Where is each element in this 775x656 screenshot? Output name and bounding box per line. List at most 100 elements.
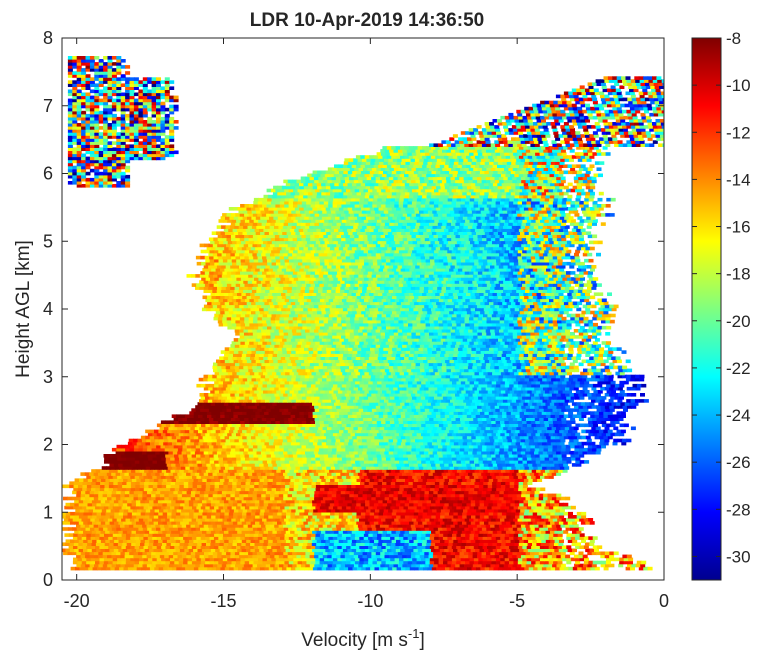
- heatmap-cell: [524, 442, 529, 446]
- heatmap-cell: [558, 460, 563, 464]
- heatmap-cell: [224, 539, 229, 543]
- heatmap-cell: [132, 539, 137, 543]
- heatmap-cell: [423, 509, 428, 513]
- heatmap-cell: [561, 448, 566, 452]
- heatmap-cell: [445, 436, 450, 440]
- heatmap-cell: [108, 527, 113, 531]
- heatmap-cell: [75, 567, 80, 571]
- heatmap-cell: [421, 454, 426, 458]
- heatmap-cell: [308, 515, 313, 519]
- heatmap-cell: [521, 555, 526, 559]
- heatmap-cell: [432, 466, 437, 470]
- heatmap-cell: [319, 491, 324, 495]
- heatmap-cell: [207, 567, 212, 571]
- heatmap-cell: [281, 485, 286, 489]
- heatmap-cell: [393, 509, 398, 513]
- heatmap-cell: [80, 472, 85, 476]
- heatmap-cell: [429, 497, 434, 501]
- heatmap-cell: [333, 561, 338, 565]
- heatmap-cell: [473, 497, 478, 501]
- heatmap-cell: [69, 481, 74, 485]
- heatmap-cell: [257, 497, 262, 501]
- heatmap-cell: [379, 436, 384, 440]
- heatmap-cell: [390, 561, 395, 565]
- heatmap-cell: [135, 460, 140, 464]
- heatmap-cell: [312, 549, 317, 553]
- heatmap-cell: [373, 485, 378, 489]
- heatmap-cell: [397, 466, 402, 470]
- heatmap-cell: [329, 460, 334, 464]
- heatmap-cell: [231, 454, 236, 458]
- heatmap-cell: [467, 442, 472, 446]
- heatmap-cell: [630, 567, 635, 571]
- heatmap-cell: [331, 466, 336, 470]
- heatmap-cell: [364, 460, 369, 464]
- heatmap-cell: [396, 515, 401, 519]
- heatmap-cell: [524, 436, 529, 440]
- heatmap-cell: [441, 567, 446, 571]
- heatmap-cell: [535, 448, 540, 452]
- heatmap-cell: [440, 539, 445, 543]
- heatmap-cell: [430, 460, 435, 464]
- heatmap-cell: [93, 509, 98, 513]
- heatmap-cell: [639, 567, 644, 571]
- heatmap-cell: [618, 439, 623, 443]
- heatmap-cell: [322, 567, 327, 571]
- heatmap-cell: [220, 478, 225, 482]
- heatmap-cell: [172, 442, 177, 446]
- heatmap-cell: [147, 527, 152, 531]
- heatmap-cell: [342, 485, 347, 489]
- heatmap-cell: [550, 503, 555, 507]
- heatmap-cell: [225, 442, 230, 446]
- heatmap-cell: [538, 466, 543, 470]
- heatmap-cell: [138, 555, 143, 559]
- heatmap-cell: [552, 527, 557, 531]
- heatmap-cell: [91, 485, 96, 489]
- heatmap-cell: [341, 491, 346, 495]
- heatmap-cell: [514, 485, 519, 489]
- heatmap-cell: [567, 533, 572, 537]
- heatmap-cell: [283, 497, 288, 501]
- heatmap-cell: [275, 527, 280, 531]
- heatmap-cell: [459, 509, 464, 513]
- heatmap-cell: [147, 448, 152, 452]
- heatmap-cell: [254, 533, 259, 537]
- heatmap-cell: [235, 555, 240, 559]
- heatmap-cell: [383, 442, 388, 446]
- heatmap-cell: [112, 527, 117, 531]
- heatmap-cell: [189, 549, 194, 553]
- heatmap-cell: [123, 521, 128, 525]
- heatmap-cell: [433, 448, 438, 452]
- heatmap-cell: [483, 460, 488, 464]
- heatmap-cell: [111, 472, 116, 476]
- heatmap-cell: [416, 448, 421, 452]
- heatmap-cell: [548, 454, 553, 458]
- heatmap-cell: [167, 549, 172, 553]
- heatmap-cell: [238, 515, 243, 519]
- heatmap-cell: [455, 555, 460, 559]
- heatmap-cell: [440, 515, 445, 519]
- heatmap-cell: [495, 448, 500, 452]
- heatmap-cell: [381, 448, 386, 452]
- heatmap-cell: [326, 466, 331, 470]
- heatmap-cell: [66, 539, 71, 543]
- heatmap-cell: [482, 497, 487, 501]
- heatmap-cell: [354, 497, 359, 501]
- heatmap-cell: [493, 515, 498, 519]
- heatmap-cell: [447, 491, 452, 495]
- heatmap-cell: [190, 567, 195, 571]
- heatmap-cell: [246, 521, 251, 525]
- heatmap-cell: [90, 491, 95, 495]
- heatmap-cell: [555, 436, 560, 440]
- heatmap-cell: [183, 454, 188, 458]
- heatmap-cell: [359, 448, 364, 452]
- heatmap-cell: [139, 454, 144, 458]
- heatmap-cell: [418, 515, 423, 519]
- heatmap-cell: [524, 478, 529, 482]
- heatmap-cell: [219, 460, 224, 464]
- heatmap-cell: [398, 491, 403, 495]
- heatmap-cell: [418, 549, 423, 553]
- heatmap-cell: [289, 561, 294, 565]
- heatmap-cell: [192, 533, 197, 537]
- heatmap-cell: [273, 466, 278, 470]
